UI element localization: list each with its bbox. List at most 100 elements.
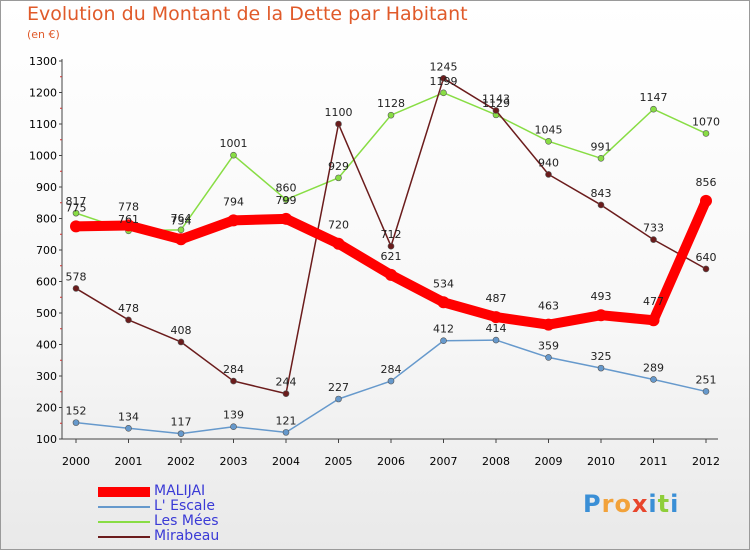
data-label: 493: [591, 290, 612, 303]
data-label: 734: [171, 214, 192, 227]
x-tick-label: 2008: [482, 455, 510, 468]
legend-label: Les Mées: [154, 513, 219, 529]
data-point: [332, 237, 345, 250]
data-point: [647, 314, 660, 327]
logo-letter: r: [601, 490, 615, 518]
data-label: 414: [486, 322, 507, 335]
y-tick-label: 600: [36, 276, 57, 289]
data-point: [650, 376, 657, 383]
data-point: [387, 242, 395, 250]
data-label: 477: [643, 295, 664, 308]
data-label: 1100: [325, 106, 353, 119]
x-tick-label: 2002: [167, 455, 195, 468]
data-label: 778: [118, 200, 139, 213]
data-label: 534: [433, 277, 454, 290]
data-point: [702, 388, 710, 395]
data-point: [72, 209, 80, 217]
data-label: 134: [118, 410, 139, 423]
data-point: [595, 309, 607, 322]
data-point: [440, 337, 447, 345]
data-point: [650, 105, 657, 113]
chart-subtitle: (en €): [27, 28, 60, 41]
data-point: [650, 236, 657, 243]
y-tick-label: 800: [36, 213, 57, 226]
data-point: [335, 120, 342, 128]
data-point: [125, 424, 132, 432]
data-label: 1001: [220, 137, 248, 150]
y-tick-label: 1100: [29, 118, 57, 131]
data-point: [177, 338, 185, 346]
data-label: 761: [118, 213, 139, 226]
axes: 100 200 300 400 500 600 700 800 900 1000 1100 1200 1…: [29, 55, 720, 468]
y-tick-label: 300: [36, 370, 57, 383]
x-tick-label: 2004: [272, 455, 300, 468]
data-label: 940: [538, 156, 559, 169]
data-point: [545, 171, 552, 178]
data-label: 121: [276, 414, 297, 427]
data-label: 640: [696, 251, 717, 264]
data-point: [230, 423, 237, 431]
logo-letter: i: [670, 490, 680, 518]
data-point: [282, 390, 290, 397]
data-point: [700, 194, 712, 207]
data-label: 578: [66, 270, 87, 283]
data-point: [280, 212, 292, 225]
data-label: 478: [118, 302, 139, 315]
data-label: 412: [433, 323, 454, 336]
data-point: [440, 89, 447, 97]
data-label: 621: [381, 250, 402, 263]
x-tick-label: 2010: [587, 455, 615, 468]
data-point: [545, 138, 552, 145]
x-tick-label: 2005: [325, 455, 353, 468]
data-point: [492, 107, 500, 114]
data-label: 244: [276, 376, 297, 389]
data-point: [597, 201, 605, 209]
legend-swatch: [98, 506, 150, 508]
data-label: 152: [66, 405, 87, 418]
data-point: [702, 130, 710, 137]
data-label: 1147: [640, 91, 668, 104]
data-point: [282, 196, 290, 203]
data-label: 1199: [430, 75, 458, 88]
data-point: [230, 151, 237, 159]
data-label: 1129: [482, 97, 510, 110]
data-label: 408: [171, 324, 192, 337]
data-label: 487: [486, 292, 507, 305]
data-label: 325: [591, 350, 612, 363]
data-label: 463: [538, 300, 559, 313]
y-tick-label: 700: [36, 244, 57, 257]
logo-letter: i: [648, 490, 658, 518]
data-label: 712: [381, 228, 402, 241]
data-point: [542, 318, 555, 331]
y-tick-label: 400: [36, 339, 57, 352]
data-label: 794: [223, 195, 244, 208]
data-label: 359: [538, 339, 559, 352]
data-label: 284: [223, 363, 244, 376]
data-point: [385, 268, 397, 281]
data-point: [282, 429, 290, 436]
y-tick-label: 1300: [29, 55, 57, 68]
x-tick-label: 2001: [115, 455, 143, 468]
data-label: 733: [643, 222, 664, 235]
data-label: 856: [696, 176, 717, 189]
data-point: [387, 111, 395, 119]
data-label: 251: [696, 373, 717, 386]
legend-label: MALIJAI: [154, 483, 206, 499]
data-point: [175, 233, 187, 246]
data-point: [387, 377, 395, 385]
legend-swatch: [98, 521, 150, 523]
data-labels: 152 134 117 139 121 227 284 412 414 359 325 289 251 8…: [66, 60, 721, 428]
y-tick-label: 500: [36, 307, 57, 320]
data-label: 817: [66, 195, 87, 208]
data-point: [122, 219, 135, 232]
data-label: 843: [591, 187, 612, 200]
data-label: 1070: [692, 115, 720, 128]
x-tick-label: 2006: [377, 455, 405, 468]
data-label: 117: [171, 416, 192, 429]
data-point: [335, 395, 342, 403]
y-tick-label: 200: [36, 402, 57, 415]
data-point: [177, 226, 185, 234]
data-point: [230, 377, 237, 385]
data-point: [490, 311, 502, 324]
